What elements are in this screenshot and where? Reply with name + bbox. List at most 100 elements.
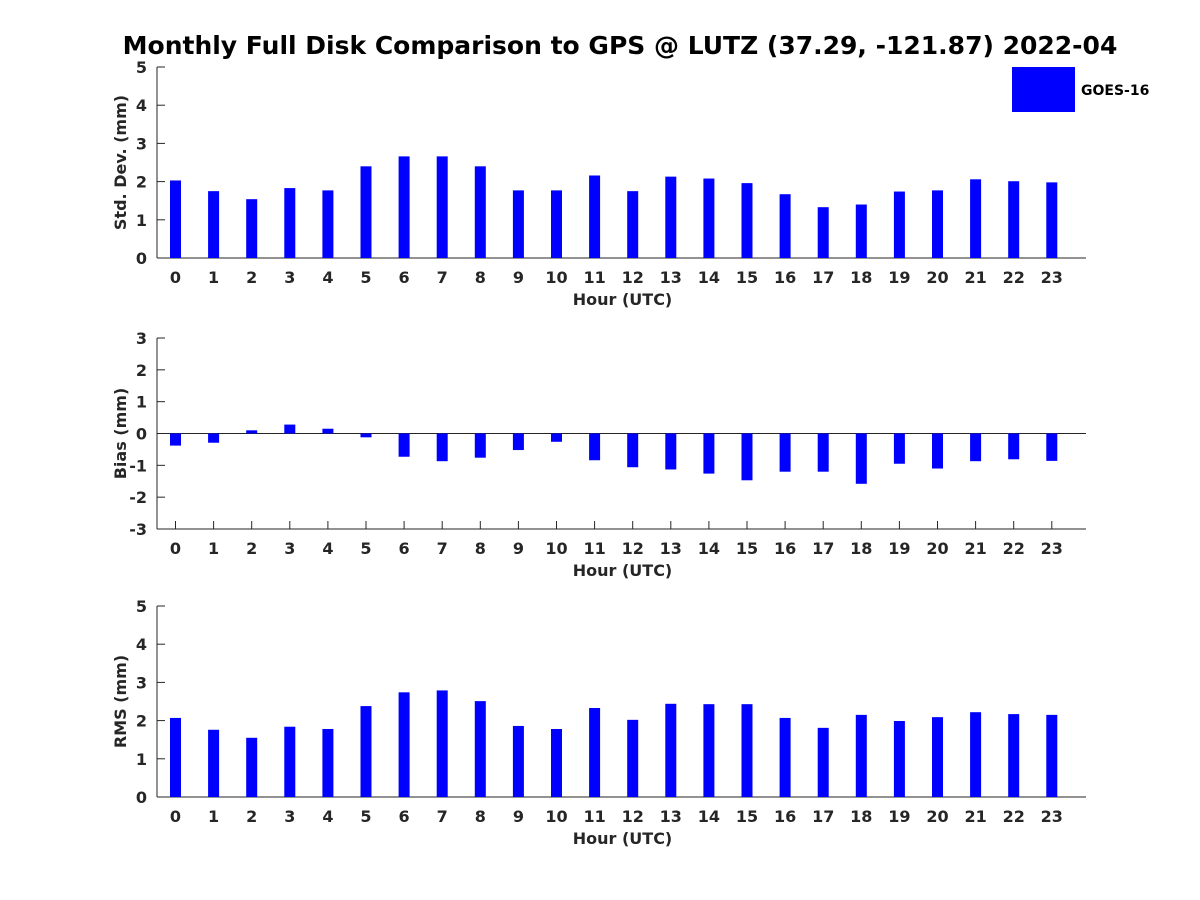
bias-bar [665, 433, 677, 470]
rms-x-tick-label: 20 [926, 807, 948, 826]
rms-y-tick-label: 0 [136, 788, 147, 807]
bias-bar [322, 428, 334, 434]
rms-bar [1008, 714, 1020, 797]
std-dev-x-tick-label: 3 [284, 268, 295, 287]
bias-x-tick-label: 14 [698, 539, 720, 558]
rms-bar [474, 701, 486, 797]
std-dev-x-tick-label: 13 [660, 268, 682, 287]
bias-bar [512, 433, 524, 451]
bias-bar [170, 433, 181, 446]
bias-y-tick-label: -1 [129, 456, 147, 475]
bias-x-tick-label: 0 [170, 539, 181, 558]
rms-x-tick-label: 18 [850, 807, 872, 826]
bias-x-tick-label: 22 [1003, 539, 1025, 558]
rms-x-tick-label: 19 [888, 807, 910, 826]
rms-bar [551, 729, 562, 797]
chart-title: Monthly Full Disk Comparison to GPS @ LU… [123, 31, 1118, 60]
bias-bar [208, 433, 220, 443]
std-dev-bar [208, 191, 220, 258]
std-dev-x-tick-label: 7 [437, 268, 448, 287]
rms-x-tick-label: 3 [284, 807, 295, 826]
rms-bar [246, 737, 258, 797]
bias-x-tick-label: 18 [850, 539, 872, 558]
std-dev-x-tick-label: 14 [698, 268, 720, 287]
bias-bar [284, 424, 296, 434]
std-dev-y-axis-label: Std. Dev. (mm) [111, 95, 130, 230]
rms-bar [322, 729, 334, 797]
std-dev-bar [893, 191, 905, 258]
rms-bar [703, 704, 715, 797]
bias-bar [932, 433, 943, 469]
bias-bar [779, 433, 791, 472]
bias-bar [436, 433, 448, 462]
bias-bar [855, 433, 867, 484]
bias-y-axis-label: Bias (mm) [111, 388, 130, 480]
std-dev-x-tick-label: 20 [926, 268, 948, 287]
bias-bar [893, 433, 905, 464]
std-dev-x-tick-label: 16 [774, 268, 796, 287]
std-dev-bar [474, 166, 486, 258]
std-dev-bar [855, 204, 867, 258]
bias-x-tick-label: 6 [399, 539, 410, 558]
std-dev-y-tick-label: 4 [136, 96, 147, 115]
rms-y-tick-label: 3 [136, 673, 147, 692]
legend-swatch [1012, 67, 1075, 112]
std-dev-bar [170, 180, 181, 258]
rms-y-tick-label: 1 [136, 750, 147, 769]
bias-y-tick-label: 3 [136, 329, 147, 348]
std-dev-bar [322, 190, 334, 258]
rms-bar [589, 707, 601, 797]
rms-bar [932, 717, 943, 797]
std-dev-x-tick-label: 8 [475, 268, 486, 287]
rms-bar [360, 706, 372, 797]
std-dev-x-axis-label: Hour (UTC) [573, 290, 673, 309]
bias-x-tick-label: 16 [774, 539, 796, 558]
rms-bar [817, 727, 829, 797]
rms-y-axis-label: RMS (mm) [111, 655, 130, 748]
bias-bar [1008, 433, 1020, 460]
std-dev-x-tick-label: 22 [1003, 268, 1025, 287]
legend-label: GOES-16 [1081, 83, 1149, 99]
rms-x-tick-label: 1 [208, 807, 219, 826]
bias-x-tick-label: 3 [284, 539, 295, 558]
std-dev-x-tick-label: 10 [545, 268, 567, 287]
rms-bar [970, 712, 982, 797]
std-dev-x-tick-label: 0 [170, 268, 181, 287]
std-dev-x-tick-label: 9 [513, 268, 524, 287]
rms-x-tick-label: 6 [399, 807, 410, 826]
std-dev-x-tick-label: 5 [360, 268, 371, 287]
bias-x-tick-label: 23 [1041, 539, 1063, 558]
bias-bar [246, 430, 258, 434]
std-dev-bar [246, 199, 258, 258]
bias-y-tick-label: 0 [136, 425, 147, 444]
rms-bar [627, 719, 639, 797]
std-dev-x-tick-label: 15 [736, 268, 758, 287]
bias-x-tick-label: 1 [208, 539, 219, 558]
bias-bar [474, 433, 486, 458]
bias-bar [398, 433, 410, 457]
std-dev-y-tick-label: 2 [136, 173, 147, 192]
bias-x-tick-label: 20 [926, 539, 948, 558]
std-dev-x-tick-label: 12 [622, 268, 644, 287]
std-dev-x-tick-label: 21 [964, 268, 986, 287]
rms-x-tick-label: 16 [774, 807, 796, 826]
bias-x-tick-label: 9 [513, 539, 524, 558]
bias-bar [703, 433, 715, 474]
rms-x-tick-label: 12 [622, 807, 644, 826]
rms-y-tick-label: 4 [136, 635, 147, 654]
rms-x-tick-label: 0 [170, 807, 181, 826]
rms-x-tick-label: 10 [545, 807, 567, 826]
rms-bar [741, 704, 753, 797]
bias-x-tick-label: 12 [622, 539, 644, 558]
std-dev-bar [817, 207, 829, 258]
bias-x-tick-label: 4 [322, 539, 333, 558]
std-dev-bar [703, 178, 715, 258]
std-dev-bar [627, 191, 639, 258]
bias-bar [970, 433, 982, 462]
rms-bar [665, 703, 677, 797]
std-dev-x-tick-label: 4 [322, 268, 333, 287]
bias-bar [627, 433, 639, 468]
rms-x-tick-label: 22 [1003, 807, 1025, 826]
